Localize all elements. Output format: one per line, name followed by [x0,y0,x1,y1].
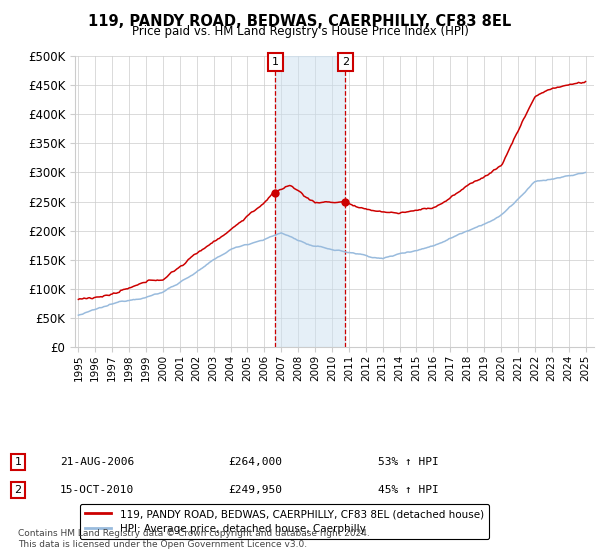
Text: 1: 1 [14,457,22,467]
Text: 15-OCT-2010: 15-OCT-2010 [60,485,134,495]
Text: 53% ↑ HPI: 53% ↑ HPI [378,457,439,467]
Bar [275,56,346,347]
Legend: 119, PANDY ROAD, BEDWAS, CAERPHILLY, CF83 8EL (detached house), HPI: Average pri: 119, PANDY ROAD, BEDWAS, CAERPHILLY, CF8… [80,504,489,539]
Text: 1: 1 [272,57,278,67]
Text: £264,000: £264,000 [228,457,282,467]
Text: £249,950: £249,950 [228,485,282,495]
Text: 45% ↑ HPI: 45% ↑ HPI [378,485,439,495]
Text: Contains HM Land Registry data © Crown copyright and database right 2024.
This d: Contains HM Land Registry data © Crown c… [18,529,370,549]
Text: 119, PANDY ROAD, BEDWAS, CAERPHILLY, CF83 8EL: 119, PANDY ROAD, BEDWAS, CAERPHILLY, CF8… [88,14,512,29]
Text: 2: 2 [14,485,22,495]
Text: 2: 2 [342,57,349,67]
Text: Price paid vs. HM Land Registry's House Price Index (HPI): Price paid vs. HM Land Registry's House … [131,25,469,38]
Text: 21-AUG-2006: 21-AUG-2006 [60,457,134,467]
